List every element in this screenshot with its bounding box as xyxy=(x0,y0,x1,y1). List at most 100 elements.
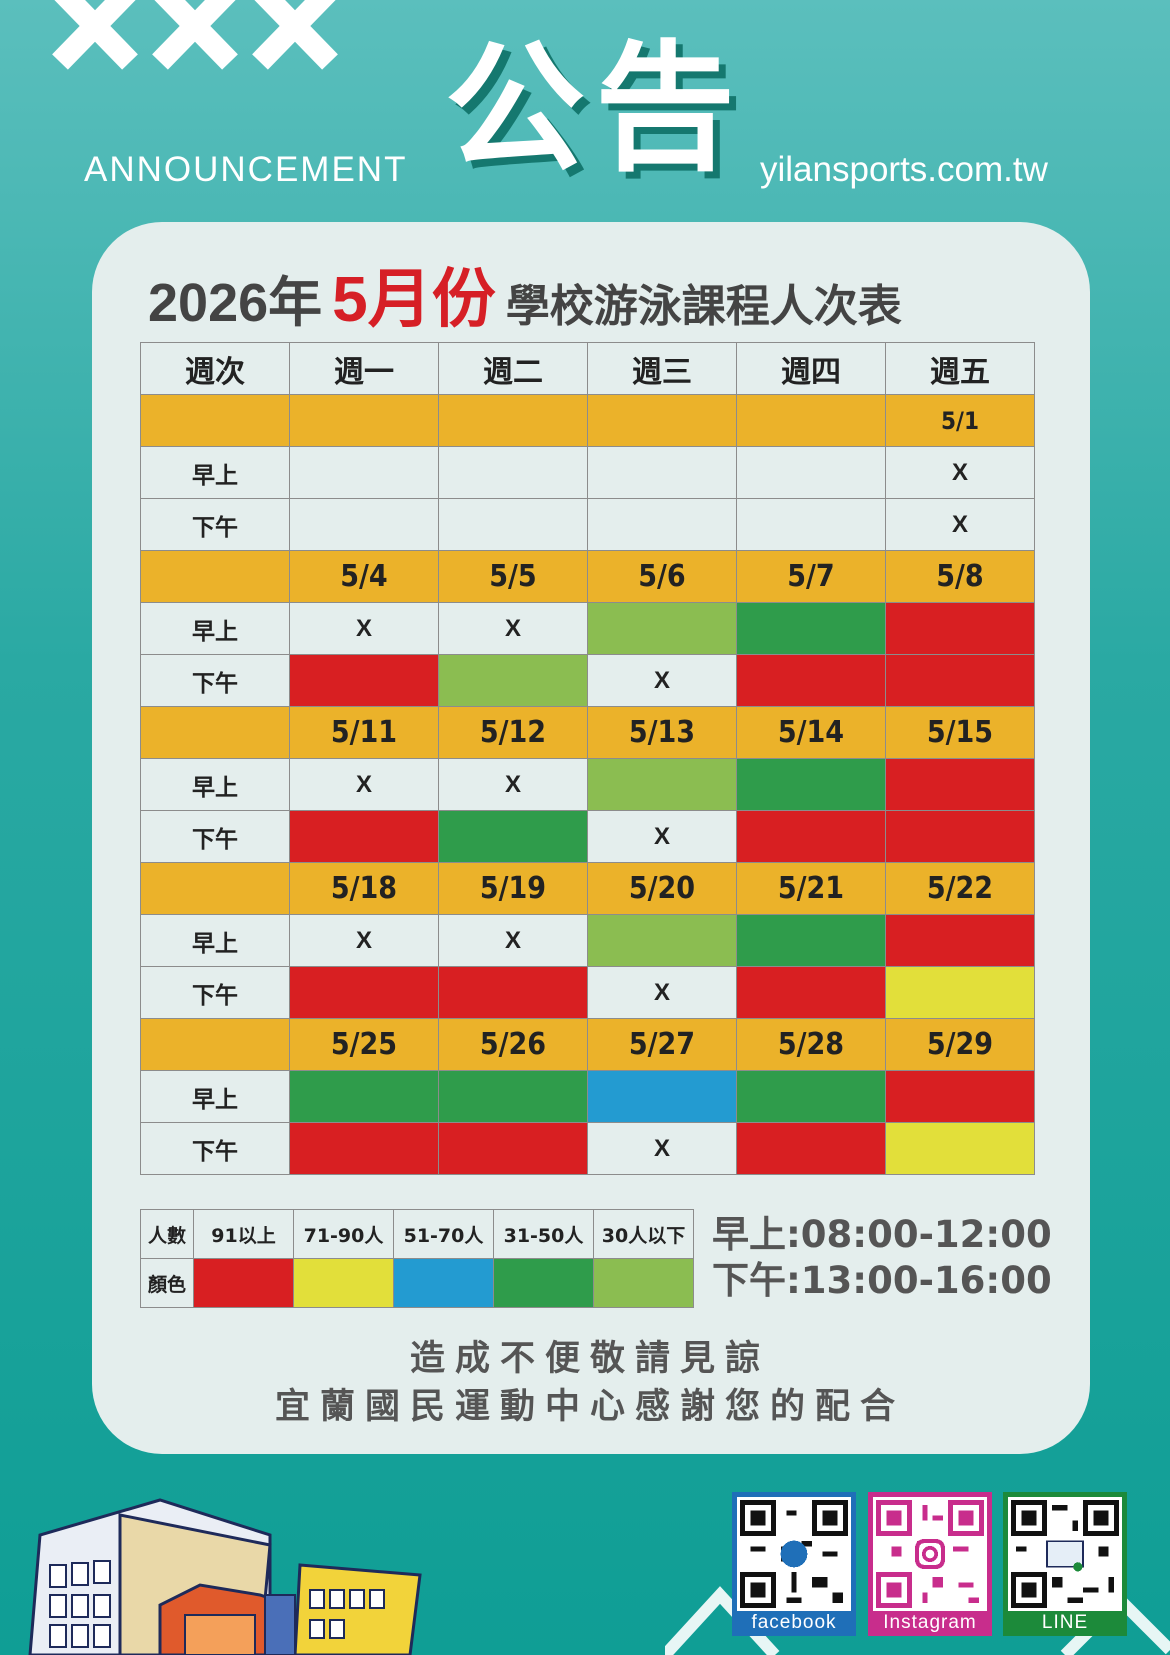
date-cell: 5/6 xyxy=(587,550,737,603)
occupancy-slot xyxy=(289,810,439,863)
date-cell: 5/26 xyxy=(438,1018,588,1071)
date-cell: 5/11 xyxy=(289,706,439,759)
date-cell: 5/27 xyxy=(587,1018,737,1071)
date-row: 5/1 xyxy=(140,394,1035,447)
legend-swatch-dark-green xyxy=(493,1258,594,1308)
occupancy-slot xyxy=(289,1070,439,1123)
afternoon-row: 下午 X xyxy=(140,966,1035,1019)
title-subject: 學校游泳課程人次表 xyxy=(505,281,902,332)
empty-slot xyxy=(438,446,588,499)
date-row-label xyxy=(140,1018,290,1071)
date-row-label xyxy=(140,394,290,447)
facebook-qr[interactable]: facebook xyxy=(732,1492,856,1636)
week-column-header: 週次 xyxy=(140,342,290,395)
date-cell: 5/21 xyxy=(736,862,886,915)
weekday-header: 週三 xyxy=(587,342,737,395)
date-cell: 5/29 xyxy=(885,1018,1035,1071)
date-cell: 5/5 xyxy=(438,550,588,603)
occupancy-slot xyxy=(736,1070,886,1123)
date-cell xyxy=(438,394,588,447)
empty-slot xyxy=(587,446,737,499)
morning-row-label: 早上 xyxy=(140,914,290,967)
afternoon-row-label: 下午 xyxy=(140,654,290,707)
afternoon-row-label: 下午 xyxy=(140,1122,290,1175)
morning-row: 早上 X X xyxy=(140,602,1035,655)
date-cell: 5/4 xyxy=(289,550,439,603)
date-cell: 5/28 xyxy=(736,1018,886,1071)
legend-range-label: 71-90人 xyxy=(293,1209,394,1259)
facebook-qr-code xyxy=(740,1500,848,1608)
morning-row-label: 早上 xyxy=(140,446,290,499)
closed-slot: X xyxy=(587,966,737,1019)
occupancy-slot xyxy=(587,758,737,811)
afternoon-row: 下午 X xyxy=(140,810,1035,863)
occupancy-slot xyxy=(587,602,737,655)
sports-center-illustration xyxy=(28,1498,422,1655)
empty-slot xyxy=(587,498,737,551)
weekday-header: 週一 xyxy=(289,342,439,395)
date-row: 5/4 5/5 5/6 5/7 5/8 xyxy=(140,550,1035,603)
line-label: LINE xyxy=(1041,1612,1089,1633)
afternoon-row-label: 下午 xyxy=(140,810,290,863)
occupancy-slot xyxy=(736,1122,886,1175)
announcement-title: 公告 xyxy=(445,28,746,191)
occupancy-slot xyxy=(885,1070,1035,1123)
afternoon-row: 下午 X xyxy=(140,1122,1035,1175)
session-hours: 早上:08:00-12:00 下午:13:00-16:00 xyxy=(712,1212,1052,1304)
occupancy-slot xyxy=(587,914,737,967)
date-row-label xyxy=(140,550,290,603)
date-cell xyxy=(587,394,737,447)
occupancy-slot xyxy=(885,602,1035,655)
closed-slot: X xyxy=(438,602,588,655)
morning-row: 早上 xyxy=(140,1070,1035,1123)
legend-swatch-yellow xyxy=(293,1258,394,1308)
occupancy-slot xyxy=(736,966,886,1019)
afternoon-row: 下午 X xyxy=(140,498,1035,551)
date-row: 5/11 5/12 5/13 5/14 5/15 xyxy=(140,706,1035,759)
date-row: 5/25 5/26 5/27 5/28 5/29 xyxy=(140,1018,1035,1071)
occupancy-slot xyxy=(438,966,588,1019)
closed-slot: X xyxy=(885,498,1035,551)
closed-slot: X xyxy=(289,914,439,967)
legend-swatch-red xyxy=(193,1258,294,1308)
occupancy-slot xyxy=(885,810,1035,863)
date-cell xyxy=(289,394,439,447)
afternoon-row: 下午 X xyxy=(140,654,1035,707)
morning-row: 早上 X X xyxy=(140,914,1035,967)
occupancy-slot xyxy=(885,966,1035,1019)
weekday-header: 週四 xyxy=(736,342,886,395)
date-cell: 5/7 xyxy=(736,550,886,603)
legend-range-label: 31-50人 xyxy=(493,1209,594,1259)
empty-slot xyxy=(736,446,886,499)
legend-count-label: 人數 xyxy=(140,1209,194,1259)
date-cell: 5/8 xyxy=(885,550,1035,603)
legend-table: 人數 91以上 71-90人 51-70人 31-50人 30人以下 顏色 xyxy=(140,1209,694,1308)
legend-range-label: 30人以下 xyxy=(593,1209,694,1259)
morning-row-label: 早上 xyxy=(140,1070,290,1123)
morning-row: 早上 X X xyxy=(140,758,1035,811)
line-qr[interactable]: LINE xyxy=(1003,1492,1127,1636)
date-cell: 5/20 xyxy=(587,862,737,915)
date-cell: 5/13 xyxy=(587,706,737,759)
date-cell: 5/18 xyxy=(289,862,439,915)
date-cell: 5/12 xyxy=(438,706,588,759)
instagram-label: Instagram xyxy=(883,1612,977,1633)
occupancy-slot xyxy=(736,810,886,863)
morning-row-label: 早上 xyxy=(140,758,290,811)
empty-slot xyxy=(736,498,886,551)
date-cell: 5/19 xyxy=(438,862,588,915)
website-link[interactable]: yilansports.com.tw xyxy=(760,150,1048,189)
announcement-label: ANNOUNCEMENT xyxy=(84,150,408,189)
title-year: 2026年 xyxy=(148,273,323,333)
legend-color-label: 顏色 xyxy=(140,1258,194,1308)
legend-range-label: 91以上 xyxy=(193,1209,294,1259)
apology-line: 造成不便敬請見諒 xyxy=(409,1339,770,1379)
date-row-label xyxy=(140,862,290,915)
legend-swatch-blue xyxy=(393,1258,494,1308)
instagram-qr[interactable]: Instagram xyxy=(868,1492,992,1636)
occupancy-slot xyxy=(587,1070,737,1123)
morning-hours: 早上:08:00-12:00 xyxy=(712,1213,1052,1256)
occupancy-slot xyxy=(885,1122,1035,1175)
empty-slot xyxy=(289,446,439,499)
date-cell: 5/1 xyxy=(885,394,1035,447)
